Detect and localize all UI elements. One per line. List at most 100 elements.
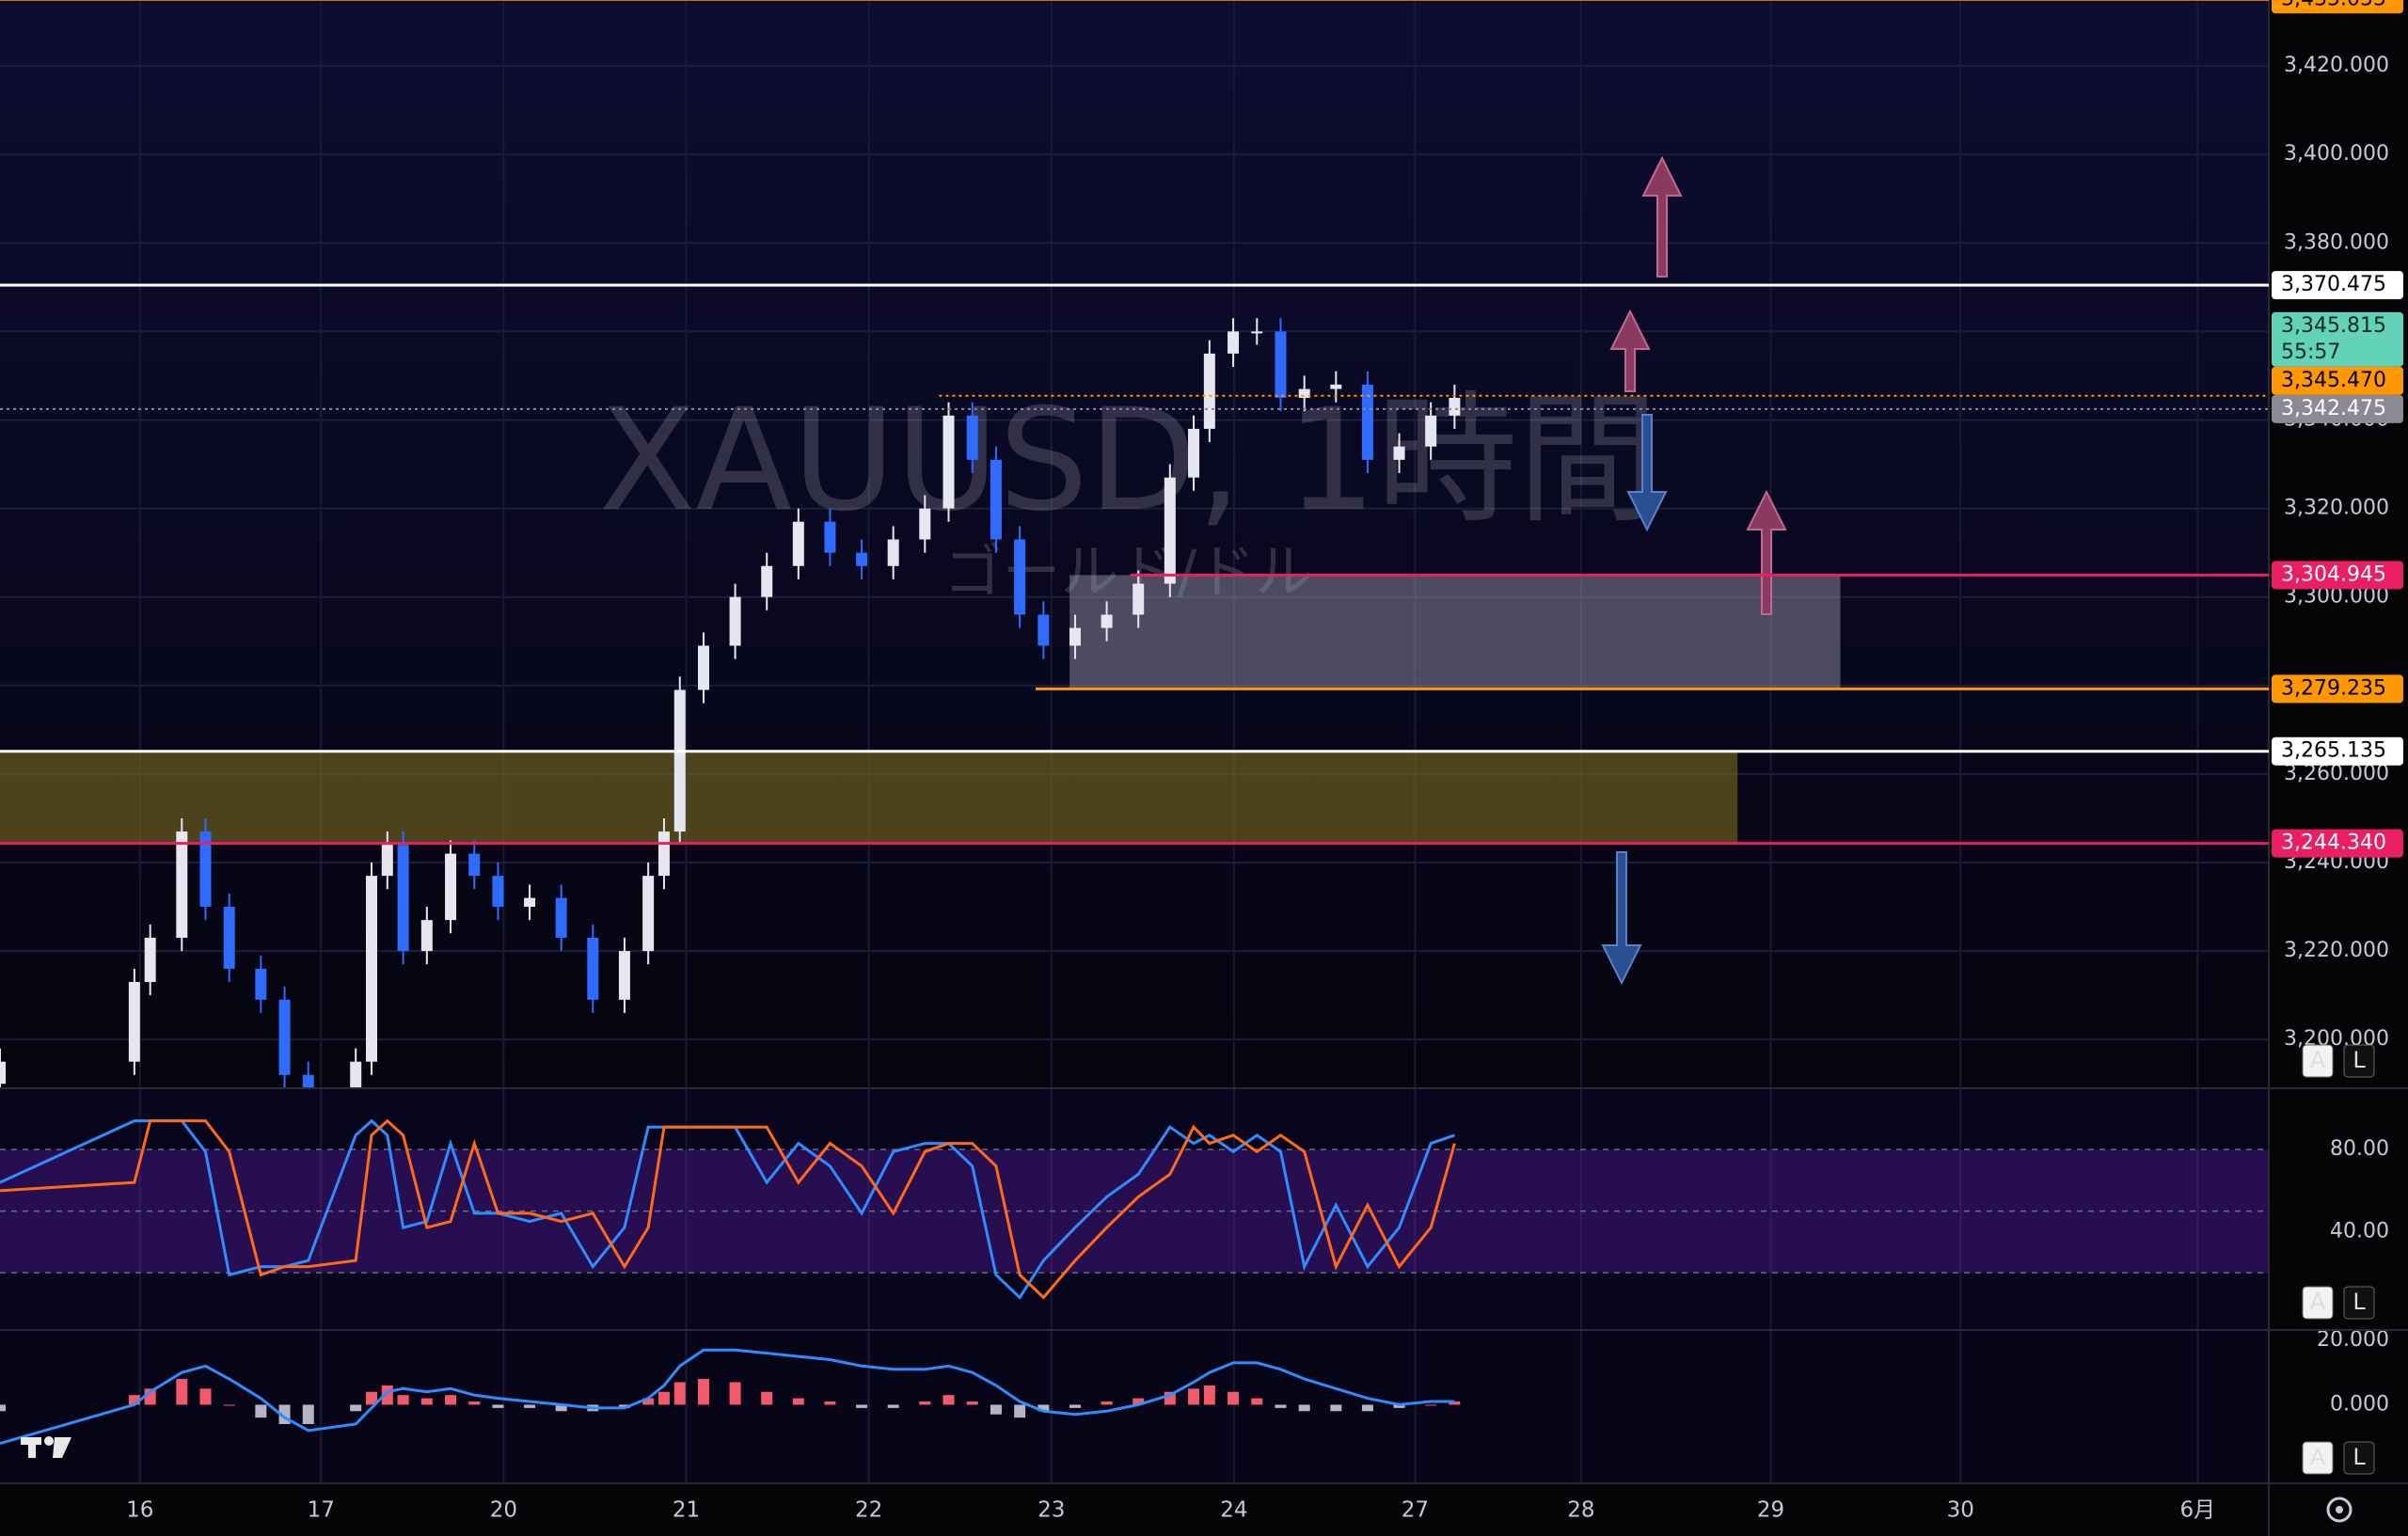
histogram-bar [1101, 1401, 1113, 1405]
x-tick-label: 16 [126, 1498, 153, 1523]
candle-body [1133, 583, 1145, 615]
candle-body [278, 999, 291, 1075]
annotation-arrows [1601, 155, 1787, 986]
gear-ring[interactable] [2326, 1496, 2353, 1523]
y-tick-label: 40.00 [2330, 1220, 2389, 1243]
y-tick-label: 3,260.000 [2284, 762, 2389, 785]
histogram-bar [199, 1388, 212, 1405]
histogram-bar [1393, 1404, 1405, 1408]
candle-body [302, 1074, 314, 1087]
scale-button-label[interactable]: A [2310, 1289, 2326, 1315]
x-tick-label: 29 [1757, 1498, 1784, 1523]
candle-body [761, 565, 773, 597]
histogram-bar [1038, 1404, 1050, 1412]
up-arrow [1746, 489, 1787, 615]
histogram-bar [856, 1404, 868, 1408]
histogram-bar [1298, 1404, 1310, 1412]
histogram-bar [397, 1395, 409, 1405]
x-tick-label: 27 [1402, 1498, 1429, 1523]
candle-body [856, 552, 868, 566]
histogram-bar [350, 1404, 362, 1412]
x-tick-label: 30 [1947, 1498, 1974, 1523]
up-arrow [1609, 309, 1651, 392]
x-tick-label: 20 [490, 1498, 517, 1523]
level-label-box [2272, 674, 2403, 704]
macd-plot [0, 1348, 1461, 1446]
candle-body [1164, 477, 1176, 584]
candle-body [1393, 446, 1405, 460]
logo-part [44, 1436, 54, 1446]
y-tick-label: 3,220.000 [2284, 939, 2389, 962]
x-tick-label: 21 [673, 1498, 700, 1523]
scale-button-label[interactable]: A [2310, 1444, 2326, 1470]
scale-button[interactable] [2343, 1044, 2375, 1078]
candle-body [943, 415, 955, 509]
scale-button[interactable] [2343, 1286, 2375, 1320]
scale-button-label[interactable]: A [2310, 1047, 2326, 1073]
scale-button-label[interactable]: L [2353, 1289, 2366, 1315]
candle-body [729, 596, 741, 646]
gear-hub[interactable] [2336, 1506, 2343, 1513]
y-tick-label: 0.000 [2330, 1392, 2389, 1416]
candle-body [966, 415, 978, 460]
candle-body [642, 876, 655, 952]
y-tick-label: 3,420.000 [2284, 54, 2389, 77]
x-tick-label: 22 [855, 1498, 882, 1523]
histogram-bar [990, 1404, 1002, 1415]
histogram-bar [729, 1382, 741, 1405]
level-label: 3,244.340 [2281, 831, 2386, 855]
indicator-line [0, 1348, 1455, 1446]
histogram-bar [524, 1404, 536, 1408]
scale-button[interactable] [2302, 1044, 2334, 1078]
y-tick-label: 20.000 [2317, 1328, 2389, 1352]
histogram-bar [943, 1395, 955, 1405]
settings-gear[interactable] [2326, 1496, 2353, 1523]
histogram-bar [673, 1382, 686, 1405]
level-label: 3,370.475 [2281, 273, 2386, 296]
x-tick-label: 17 [308, 1498, 335, 1523]
level-label-box [2272, 366, 2403, 395]
zone [1069, 575, 1841, 689]
candle-body [144, 937, 156, 983]
histogram-bar [302, 1404, 314, 1424]
histogram-bar [223, 1404, 235, 1406]
time-axis [0, 1484, 2270, 1536]
candle-body [524, 897, 536, 908]
candle-body [255, 968, 267, 1000]
scale-button[interactable] [2343, 1441, 2375, 1475]
candle-body [555, 897, 567, 938]
scale-buttons: A L A L A L [2302, 1044, 2375, 1475]
level-label: 3,265.135 [2281, 739, 2386, 763]
level-label-box [2272, 394, 2403, 423]
level-label-box [2272, 271, 2403, 300]
candle-body [381, 845, 393, 877]
scale-button-label[interactable]: L [2353, 1444, 2366, 1470]
candle-body [990, 459, 1002, 540]
candle-body [1361, 384, 1373, 460]
level-label-box [2272, 0, 2403, 14]
candle-body [1330, 384, 1342, 389]
candle-body [1228, 331, 1240, 354]
histogram-bar [657, 1391, 670, 1405]
candle-body [1425, 415, 1437, 447]
candle-body [618, 951, 630, 1000]
histogram-bar [1188, 1388, 1200, 1405]
level-label: 3,304.945 [2281, 562, 2386, 586]
histogram-bar [1330, 1404, 1342, 1412]
scale-button-label[interactable]: L [2353, 1047, 2366, 1073]
candle-body [657, 831, 670, 877]
histogram-bar [1425, 1404, 1437, 1406]
y-tick-label: 3,320.000 [2284, 497, 2389, 520]
histogram-bar [761, 1391, 773, 1405]
candle-body [420, 920, 433, 952]
level-label: 3,345.470 [2281, 369, 2386, 392]
scale-button[interactable] [2302, 1441, 2334, 1475]
histogram-bar [618, 1404, 630, 1408]
scale-button[interactable] [2302, 1286, 2334, 1320]
candle-body [792, 521, 804, 566]
level-label-box [2272, 829, 2403, 858]
histogram-bar [445, 1395, 457, 1405]
histogram-bar [824, 1401, 836, 1405]
